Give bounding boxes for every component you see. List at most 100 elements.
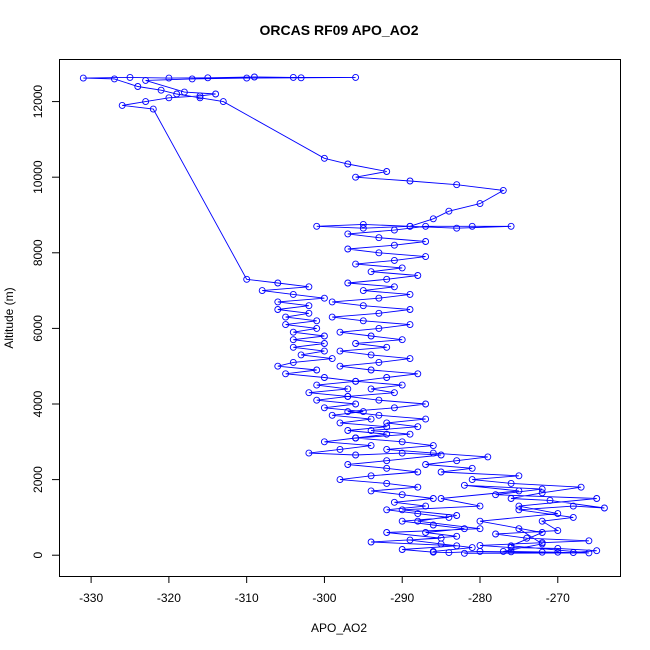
data-point bbox=[437, 451, 445, 459]
data-point bbox=[569, 549, 577, 557]
data-point bbox=[110, 75, 118, 83]
data-point bbox=[344, 427, 352, 434]
data-point bbox=[336, 362, 344, 370]
data-point bbox=[344, 392, 352, 400]
data-point bbox=[336, 445, 344, 453]
data-point bbox=[375, 309, 383, 317]
data-point bbox=[359, 317, 367, 325]
x-tick-label: -300 bbox=[312, 591, 336, 605]
data-point bbox=[406, 355, 414, 363]
data-point bbox=[375, 358, 383, 366]
data-point bbox=[538, 517, 546, 525]
data-point bbox=[398, 491, 406, 499]
data-point bbox=[398, 264, 406, 272]
data-point bbox=[352, 377, 360, 385]
data-point bbox=[359, 224, 367, 232]
data-point bbox=[367, 427, 375, 434]
y-tick-label: 8000 bbox=[31, 239, 45, 266]
data-point bbox=[383, 374, 391, 381]
data-point bbox=[367, 442, 375, 450]
data-point bbox=[445, 549, 453, 557]
data-point bbox=[375, 396, 383, 404]
data-point bbox=[600, 504, 608, 512]
data-point bbox=[437, 540, 445, 548]
data-point bbox=[507, 222, 515, 230]
data-point bbox=[422, 529, 430, 536]
data-point bbox=[554, 510, 562, 518]
data-point bbox=[250, 73, 258, 81]
data-point bbox=[390, 404, 398, 412]
data-point bbox=[383, 506, 391, 514]
chart-title: ORCAS RF09 APO_AO2 bbox=[260, 22, 419, 38]
data-point bbox=[437, 495, 445, 502]
data-point bbox=[538, 539, 546, 547]
data-point bbox=[414, 468, 422, 476]
data-point bbox=[328, 411, 336, 419]
data-point bbox=[406, 222, 414, 230]
data-point bbox=[336, 328, 344, 336]
data-point bbox=[313, 396, 321, 404]
data-point bbox=[212, 90, 220, 98]
data-point bbox=[367, 385, 375, 393]
y-tick-label: 10000 bbox=[31, 160, 45, 194]
data-point bbox=[422, 238, 430, 245]
data-point bbox=[118, 101, 126, 109]
data-point bbox=[569, 513, 577, 521]
data-point bbox=[422, 400, 430, 408]
data-point bbox=[359, 408, 367, 416]
data-point bbox=[515, 525, 523, 533]
data-point bbox=[289, 290, 297, 298]
data-point bbox=[320, 154, 328, 162]
data-point bbox=[180, 88, 188, 96]
data-point bbox=[492, 491, 500, 499]
data-point bbox=[390, 256, 398, 264]
data-point bbox=[429, 215, 437, 223]
data-point bbox=[274, 362, 282, 370]
data-point bbox=[188, 75, 196, 83]
data-point bbox=[499, 547, 507, 555]
data-point bbox=[352, 400, 360, 408]
data-point bbox=[352, 73, 360, 81]
data-point bbox=[367, 472, 375, 480]
y-tick-label: 0 bbox=[31, 552, 45, 559]
data-point bbox=[344, 461, 352, 468]
data-point bbox=[320, 332, 328, 340]
data-point bbox=[453, 457, 461, 465]
data-point bbox=[460, 525, 468, 533]
data-point bbox=[554, 548, 562, 556]
data-point bbox=[476, 517, 484, 525]
data-point bbox=[274, 279, 282, 287]
data-point bbox=[352, 260, 360, 268]
data-point bbox=[375, 249, 383, 257]
data-point bbox=[219, 98, 227, 106]
data-point bbox=[422, 222, 430, 230]
data-point bbox=[390, 283, 398, 291]
data-point bbox=[406, 536, 414, 544]
data-point bbox=[515, 506, 523, 514]
data-point bbox=[142, 98, 150, 106]
data-point bbox=[352, 451, 360, 459]
data-point bbox=[367, 487, 375, 495]
data-point bbox=[165, 74, 173, 82]
data-point bbox=[165, 94, 173, 102]
data-point bbox=[499, 186, 507, 194]
data-point bbox=[414, 272, 422, 279]
data-point bbox=[274, 306, 282, 313]
data-point bbox=[383, 168, 391, 175]
data-point bbox=[593, 547, 601, 555]
data-point bbox=[390, 498, 398, 506]
data-point bbox=[336, 347, 344, 355]
data-point bbox=[367, 268, 375, 276]
data-point bbox=[445, 513, 453, 521]
data-point bbox=[344, 279, 352, 287]
data-point bbox=[476, 525, 484, 533]
x-tick-label: -320 bbox=[157, 591, 181, 605]
data-point bbox=[468, 544, 476, 552]
data-point bbox=[328, 355, 336, 363]
data-point bbox=[383, 529, 391, 536]
data-point bbox=[359, 302, 367, 310]
data-point bbox=[554, 544, 562, 552]
data-point bbox=[383, 343, 391, 351]
data-point bbox=[554, 527, 562, 535]
